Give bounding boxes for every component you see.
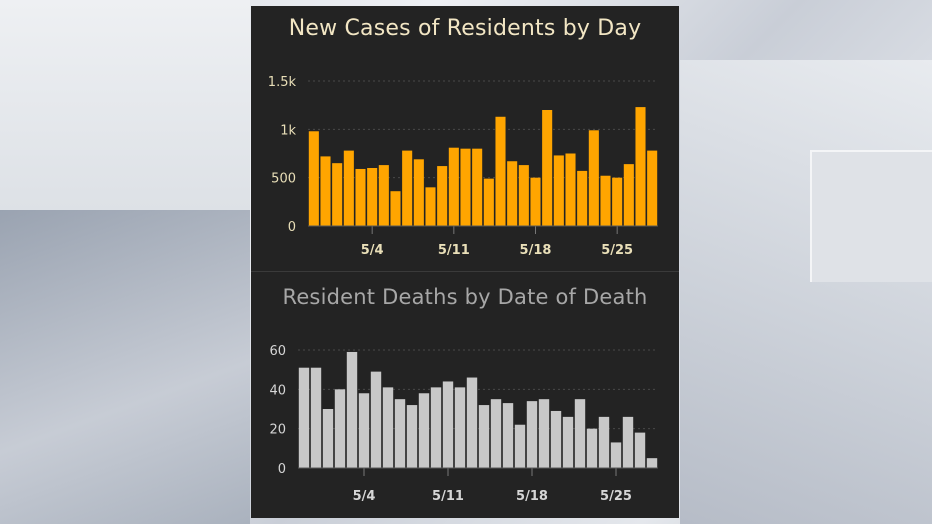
- deaths-bar: [634, 432, 646, 468]
- background-panel-right: [680, 60, 932, 524]
- cases-bar: [518, 165, 529, 226]
- cases-ytick-label: 1k: [280, 123, 296, 138]
- cases-bar: [472, 148, 483, 226]
- deaths-bar: [382, 387, 394, 468]
- cases-bar: [612, 177, 623, 226]
- deaths-bar: [358, 393, 370, 468]
- background-panel-left: [0, 210, 250, 524]
- deaths-bar: [478, 405, 490, 468]
- deaths-xtick-label: 5/4: [353, 489, 376, 504]
- deaths-bar: [466, 377, 478, 468]
- cases-bar: [390, 191, 401, 226]
- cases-bar: [542, 110, 553, 226]
- cases-bar: [483, 178, 494, 226]
- deaths-ytick-label: 20: [269, 423, 286, 438]
- deaths-bar: [562, 416, 574, 468]
- deaths-bar: [538, 399, 550, 468]
- deaths-bar: [298, 367, 310, 468]
- deaths-bar: [646, 458, 658, 468]
- deaths-bar: [574, 399, 586, 468]
- cases-bar: [577, 170, 588, 226]
- cases-bar: [495, 116, 506, 226]
- cases-bar-chart: 0 500 1k 1.5k 5/4 5/11 5/18 5/25: [268, 75, 658, 258]
- deaths-ytick-label: 40: [269, 383, 286, 398]
- deaths-bar: [526, 401, 538, 468]
- cases-xtick-label: 5/11: [438, 243, 470, 258]
- deaths-xtick-label: 5/18: [516, 489, 548, 504]
- deaths-bar: [418, 393, 430, 468]
- chart-divider: [251, 271, 679, 272]
- cases-bar: [367, 168, 378, 226]
- deaths-bar: [622, 416, 634, 468]
- deaths-ytick-label: 0: [278, 462, 286, 477]
- deaths-bar: [454, 387, 466, 468]
- cases-xtick-label: 5/4: [361, 243, 384, 258]
- deaths-bar: [310, 367, 322, 468]
- cases-bar: [425, 187, 436, 226]
- deaths-bar: [586, 428, 598, 468]
- deaths-bar: [430, 387, 442, 468]
- cases-bar: [588, 130, 599, 226]
- dashboard-panel: New Cases of Residents by Day 0 500 1k 1.5k…: [251, 6, 679, 518]
- deaths-bar: [502, 403, 514, 468]
- cases-ytick-label: 500: [271, 172, 296, 187]
- cases-xtick-label: 5/18: [520, 243, 552, 258]
- cases-bar: [623, 164, 634, 226]
- deaths-bar: [370, 371, 382, 468]
- deaths-bar: [406, 405, 418, 468]
- cases-ytick-label: 0: [288, 220, 296, 235]
- cases-bar: [355, 168, 366, 226]
- cases-bar: [448, 147, 459, 226]
- deaths-bar: [550, 410, 562, 468]
- deaths-bar: [514, 424, 526, 468]
- cases-bar: [402, 150, 413, 226]
- deaths-bar-chart: 0 20 40 60 5/4 5/11 5/18 5/25: [269, 344, 658, 504]
- deaths-bar: [610, 442, 622, 468]
- cases-ytick-label: 1.5k: [268, 75, 297, 90]
- cases-bar: [530, 177, 541, 226]
- background-panel-top-left: [0, 0, 250, 210]
- deaths-bar: [598, 416, 610, 468]
- deaths-bar: [442, 381, 454, 468]
- deaths-xtick-label: 5/25: [600, 489, 632, 504]
- cases-bar: [647, 150, 658, 226]
- deaths-xtick-label: 5/11: [432, 489, 464, 504]
- cases-chart-title: New Cases of Residents by Day: [288, 16, 642, 41]
- cases-bar: [343, 150, 354, 226]
- cases-bar: [565, 153, 576, 226]
- cases-bar: [507, 161, 518, 226]
- deaths-chart-title: Resident Deaths by Date of Death: [282, 285, 648, 309]
- cases-bar: [308, 131, 319, 226]
- cases-bar: [378, 165, 389, 226]
- cases-bar: [600, 175, 611, 226]
- deaths-bar: [322, 409, 334, 468]
- cases-bar: [320, 156, 331, 226]
- deaths-bar: [490, 399, 502, 468]
- cases-bar: [413, 159, 424, 226]
- deaths-ytick-label: 60: [269, 344, 286, 359]
- deaths-bar: [334, 389, 346, 468]
- cases-bar: [460, 148, 471, 226]
- cases-xtick-label: 5/25: [601, 243, 633, 258]
- deaths-bar: [346, 351, 358, 468]
- background-panel-corner: [810, 150, 932, 282]
- cases-bar: [332, 163, 343, 226]
- cases-bar: [553, 155, 564, 226]
- cases-bar: [635, 107, 646, 226]
- cases-bar: [437, 166, 448, 226]
- deaths-bar: [394, 399, 406, 468]
